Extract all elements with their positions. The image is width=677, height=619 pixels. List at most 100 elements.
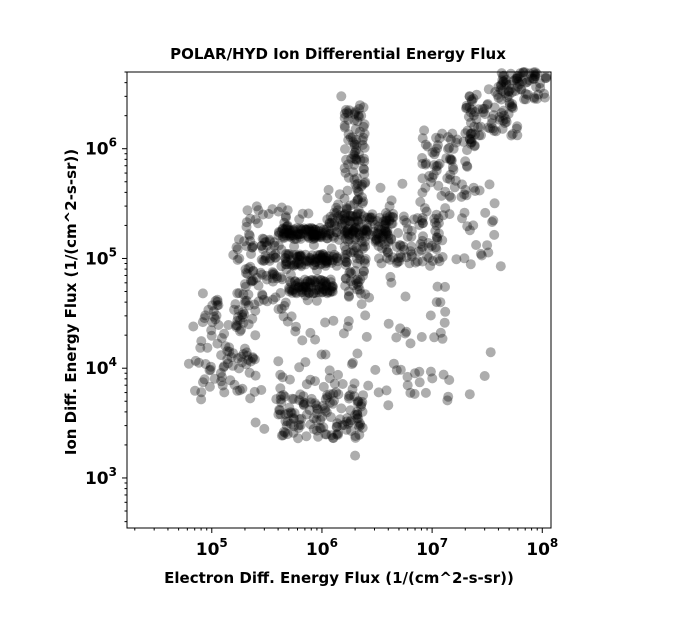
data-point <box>202 342 213 353</box>
data-point <box>326 282 337 293</box>
data-point <box>341 424 352 435</box>
data-point <box>499 70 509 81</box>
data-point <box>315 249 326 260</box>
data-point <box>474 185 485 196</box>
data-point <box>356 181 367 192</box>
data-point <box>405 246 416 257</box>
data-point <box>358 265 369 276</box>
data-point <box>343 108 354 119</box>
data-point <box>391 332 402 343</box>
data-point <box>373 224 384 235</box>
data-point <box>357 406 368 417</box>
data-point <box>308 224 319 235</box>
data-point <box>429 149 440 160</box>
data-point <box>309 277 320 287</box>
data-point <box>227 360 238 371</box>
data-point <box>318 275 329 286</box>
data-point <box>358 270 368 281</box>
data-point <box>331 422 342 432</box>
data-point <box>349 109 360 120</box>
data-point <box>241 268 251 278</box>
data-point <box>294 229 305 240</box>
data-point <box>237 312 248 323</box>
data-point <box>498 105 509 116</box>
data-point <box>446 155 457 166</box>
data-point <box>322 255 333 266</box>
data-point <box>318 284 329 295</box>
data-point <box>325 274 336 285</box>
data-point <box>347 228 358 239</box>
data-point <box>199 313 210 324</box>
data-point <box>298 223 309 234</box>
data-point <box>489 229 500 240</box>
data-point <box>434 158 445 169</box>
data-point <box>370 364 381 375</box>
data-point <box>318 283 329 294</box>
data-point <box>386 277 397 288</box>
data-point <box>333 428 343 439</box>
data-point <box>282 416 293 427</box>
data-point <box>310 376 320 387</box>
data-point <box>354 230 365 241</box>
data-point <box>432 140 443 151</box>
data-point <box>360 289 371 300</box>
data-point <box>325 412 336 423</box>
data-point <box>516 84 527 95</box>
data-point <box>360 225 371 235</box>
data-point <box>327 281 338 292</box>
data-point <box>462 145 472 156</box>
data-point <box>280 409 291 420</box>
data-point <box>355 126 365 137</box>
data-point <box>353 277 364 288</box>
data-point <box>312 250 323 261</box>
data-point <box>275 409 286 420</box>
data-point <box>376 232 387 243</box>
data-point <box>351 413 362 424</box>
data-point <box>352 178 363 189</box>
data-point <box>353 420 364 431</box>
data-point <box>312 408 322 419</box>
data-point <box>381 213 392 224</box>
data-point <box>235 326 245 337</box>
data-point <box>246 275 256 286</box>
data-point <box>401 252 412 263</box>
data-point <box>359 164 370 175</box>
data-point <box>497 123 508 134</box>
data-point <box>325 255 336 266</box>
data-point <box>280 253 291 264</box>
data-point <box>339 214 349 224</box>
data-point <box>539 92 550 103</box>
data-point <box>512 81 523 92</box>
data-point <box>296 413 307 424</box>
data-point <box>322 193 333 204</box>
data-point <box>329 217 340 228</box>
data-point <box>322 257 333 268</box>
data-point <box>427 373 438 384</box>
data-point <box>305 226 316 237</box>
data-point <box>260 250 271 261</box>
data-point <box>212 294 223 305</box>
data-point <box>329 395 339 406</box>
data-point <box>332 421 342 432</box>
data-point <box>327 398 338 409</box>
data-point <box>505 68 516 79</box>
data-point <box>401 326 412 337</box>
data-point <box>417 218 428 229</box>
data-point <box>476 130 486 141</box>
data-point <box>350 124 361 134</box>
data-point <box>303 208 314 219</box>
data-point <box>314 232 325 242</box>
data-point <box>383 400 394 411</box>
data-point <box>222 354 233 365</box>
data-point <box>464 134 475 145</box>
data-point <box>344 210 355 221</box>
data-point <box>382 210 393 221</box>
data-point <box>529 93 540 104</box>
data-point <box>440 306 451 317</box>
data-point <box>318 254 329 265</box>
data-point <box>259 237 270 248</box>
data-point <box>297 281 308 292</box>
data-point <box>441 153 452 164</box>
data-point <box>402 371 413 382</box>
data-point <box>466 134 477 145</box>
